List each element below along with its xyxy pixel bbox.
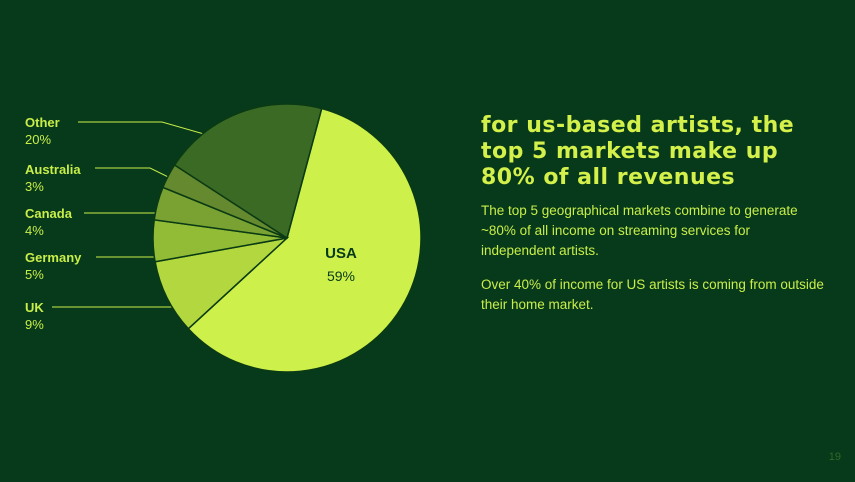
label-uk-value: 9% [25,317,44,332]
pie-slice-other [173,103,323,240]
headline: For US-based artists, the top 5 markets … [481,113,795,190]
label-australia: Australia 3% [25,161,81,195]
label-uk-name: UK [25,300,44,315]
label-canada: Canada 4% [25,205,72,239]
label-germany-name: Germany [25,250,82,265]
label-canada-value: 4% [25,223,44,238]
label-other-name: Other [25,115,60,130]
label-usa-value: 59% [326,268,356,284]
body-paragraph-1: The top 5 geographical markets combine t… [481,203,798,258]
label-uk: UK 9% [25,299,44,333]
pie-slice-usa [187,107,422,373]
label-other: Other 20% [25,114,60,148]
label-australia-name: Australia [25,162,81,177]
label-australia-value: 3% [25,179,44,194]
label-canada-name: Canada [25,206,72,221]
body-paragraph-2: Over 40% of income for US artists is com… [481,277,824,312]
label-germany: Germany 5% [25,249,81,283]
label-other-value: 20% [25,132,52,147]
page-number: 19 [828,451,841,463]
label-usa: USA 59% [310,243,372,287]
label-usa-name: USA [325,245,357,262]
pie-slices [152,103,422,373]
label-germany-value: 5% [25,267,44,282]
